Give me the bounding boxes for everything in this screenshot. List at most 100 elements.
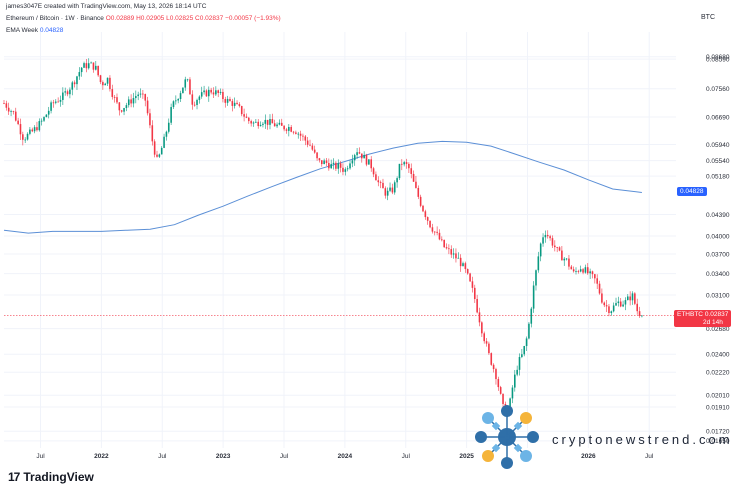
- logo-node: [482, 412, 494, 424]
- candle-body: [582, 269, 584, 273]
- candle-body: [19, 124, 22, 135]
- watermark-text: cryptonewstrend.com: [552, 432, 733, 447]
- candle-body: [448, 248, 450, 250]
- candle-body: [330, 164, 332, 169]
- candle-body: [372, 168, 375, 175]
- candle-body: [377, 180, 380, 183]
- candle-body: [257, 121, 260, 127]
- candle-body: [62, 92, 64, 100]
- candle-body: [429, 220, 431, 228]
- candle-body: [313, 149, 316, 153]
- candle-body: [521, 354, 523, 357]
- ohlc-open: 0.02889: [110, 15, 135, 22]
- candle-body: [172, 101, 175, 108]
- candle-body: [495, 369, 497, 380]
- price-tick-label: 0.06690: [706, 114, 730, 121]
- candle-body: [240, 106, 243, 115]
- candle-body: [170, 107, 172, 123]
- logo-node: [475, 431, 487, 443]
- candle-body: [417, 187, 420, 197]
- price-tick-label: 0.03100: [706, 292, 730, 299]
- candle-body: [266, 119, 269, 125]
- candle-body: [532, 285, 535, 309]
- candle-body: [368, 159, 370, 165]
- candle-body: [316, 152, 318, 159]
- candle-body: [328, 162, 330, 169]
- symbol-name[interactable]: Ethereum / Bitcoin · 1W · Binance: [6, 15, 104, 22]
- candle-body: [558, 247, 561, 251]
- candle-body: [379, 182, 382, 183]
- candle-body: [184, 79, 187, 88]
- candle-body: [50, 102, 52, 111]
- candle-body: [320, 160, 323, 165]
- candle-body: [24, 139, 26, 141]
- candle-body: [452, 253, 455, 255]
- candle-body: [624, 300, 627, 305]
- price-tick-label: 0.05940: [706, 142, 730, 149]
- logo-diamond: [491, 421, 501, 431]
- candle-body: [3, 103, 5, 105]
- candle-body: [224, 99, 227, 103]
- candle-body: [391, 187, 394, 193]
- candle-body: [90, 62, 92, 64]
- candle-body: [601, 293, 603, 303]
- candle-body: [198, 96, 201, 100]
- candle-body: [248, 117, 250, 122]
- candle-body: [290, 126, 292, 132]
- candle-body: [292, 131, 295, 133]
- candle-body: [638, 311, 641, 316]
- candle-body: [344, 169, 347, 172]
- candle-body: [626, 296, 629, 301]
- candle-body: [464, 263, 467, 270]
- candle-body: [523, 346, 526, 355]
- candle-body: [245, 116, 248, 118]
- indicator-name[interactable]: EMA Week: [6, 27, 39, 34]
- ohlc-open-label: O: [105, 15, 111, 22]
- candle-body: [332, 162, 335, 165]
- price-tick-label: 0.05540: [706, 158, 730, 165]
- grid: [4, 32, 676, 448]
- candle-body: [535, 270, 537, 286]
- candle-body: [386, 190, 389, 196]
- candle-body: [594, 274, 596, 279]
- candle-body: [191, 94, 194, 105]
- candle-body: [250, 121, 252, 124]
- candle-body: [318, 158, 321, 161]
- candle-body: [405, 162, 408, 164]
- candle-body: [462, 263, 464, 267]
- price-tick-label: 0.03700: [706, 251, 730, 258]
- candle-body: [530, 308, 533, 324]
- tradingview-logo[interactable]: 17 TradingView: [8, 470, 94, 484]
- candle-body: [205, 90, 208, 97]
- candle-body: [363, 154, 365, 159]
- candle-body: [603, 302, 606, 306]
- candle-body: [365, 154, 368, 165]
- candle-body: [591, 271, 594, 275]
- candle-body: [26, 133, 29, 140]
- candle-body: [137, 94, 139, 97]
- candle-body: [118, 102, 121, 111]
- candle-body: [556, 247, 558, 248]
- candle-body: [393, 182, 396, 193]
- candle-body: [499, 387, 502, 394]
- candle-body: [196, 99, 198, 106]
- candle-body: [561, 250, 563, 261]
- candle-body: [78, 72, 81, 77]
- candle-body: [57, 101, 59, 103]
- candle-body: [634, 293, 636, 304]
- candle-body: [177, 99, 179, 101]
- price-tick-label: 0.03400: [706, 271, 730, 278]
- logo-node: [520, 450, 532, 462]
- candle-body: [262, 123, 264, 125]
- time-axis[interactable]: Jul2022Jul2023Jul2024Jul2025Jul2026Jul: [36, 453, 654, 460]
- candle-body: [382, 182, 384, 189]
- candle-body: [615, 303, 617, 306]
- candle-body: [231, 101, 234, 106]
- candle-body: [622, 304, 624, 307]
- candle-body: [356, 152, 358, 156]
- candle-body: [52, 102, 55, 104]
- candle-body: [542, 237, 544, 244]
